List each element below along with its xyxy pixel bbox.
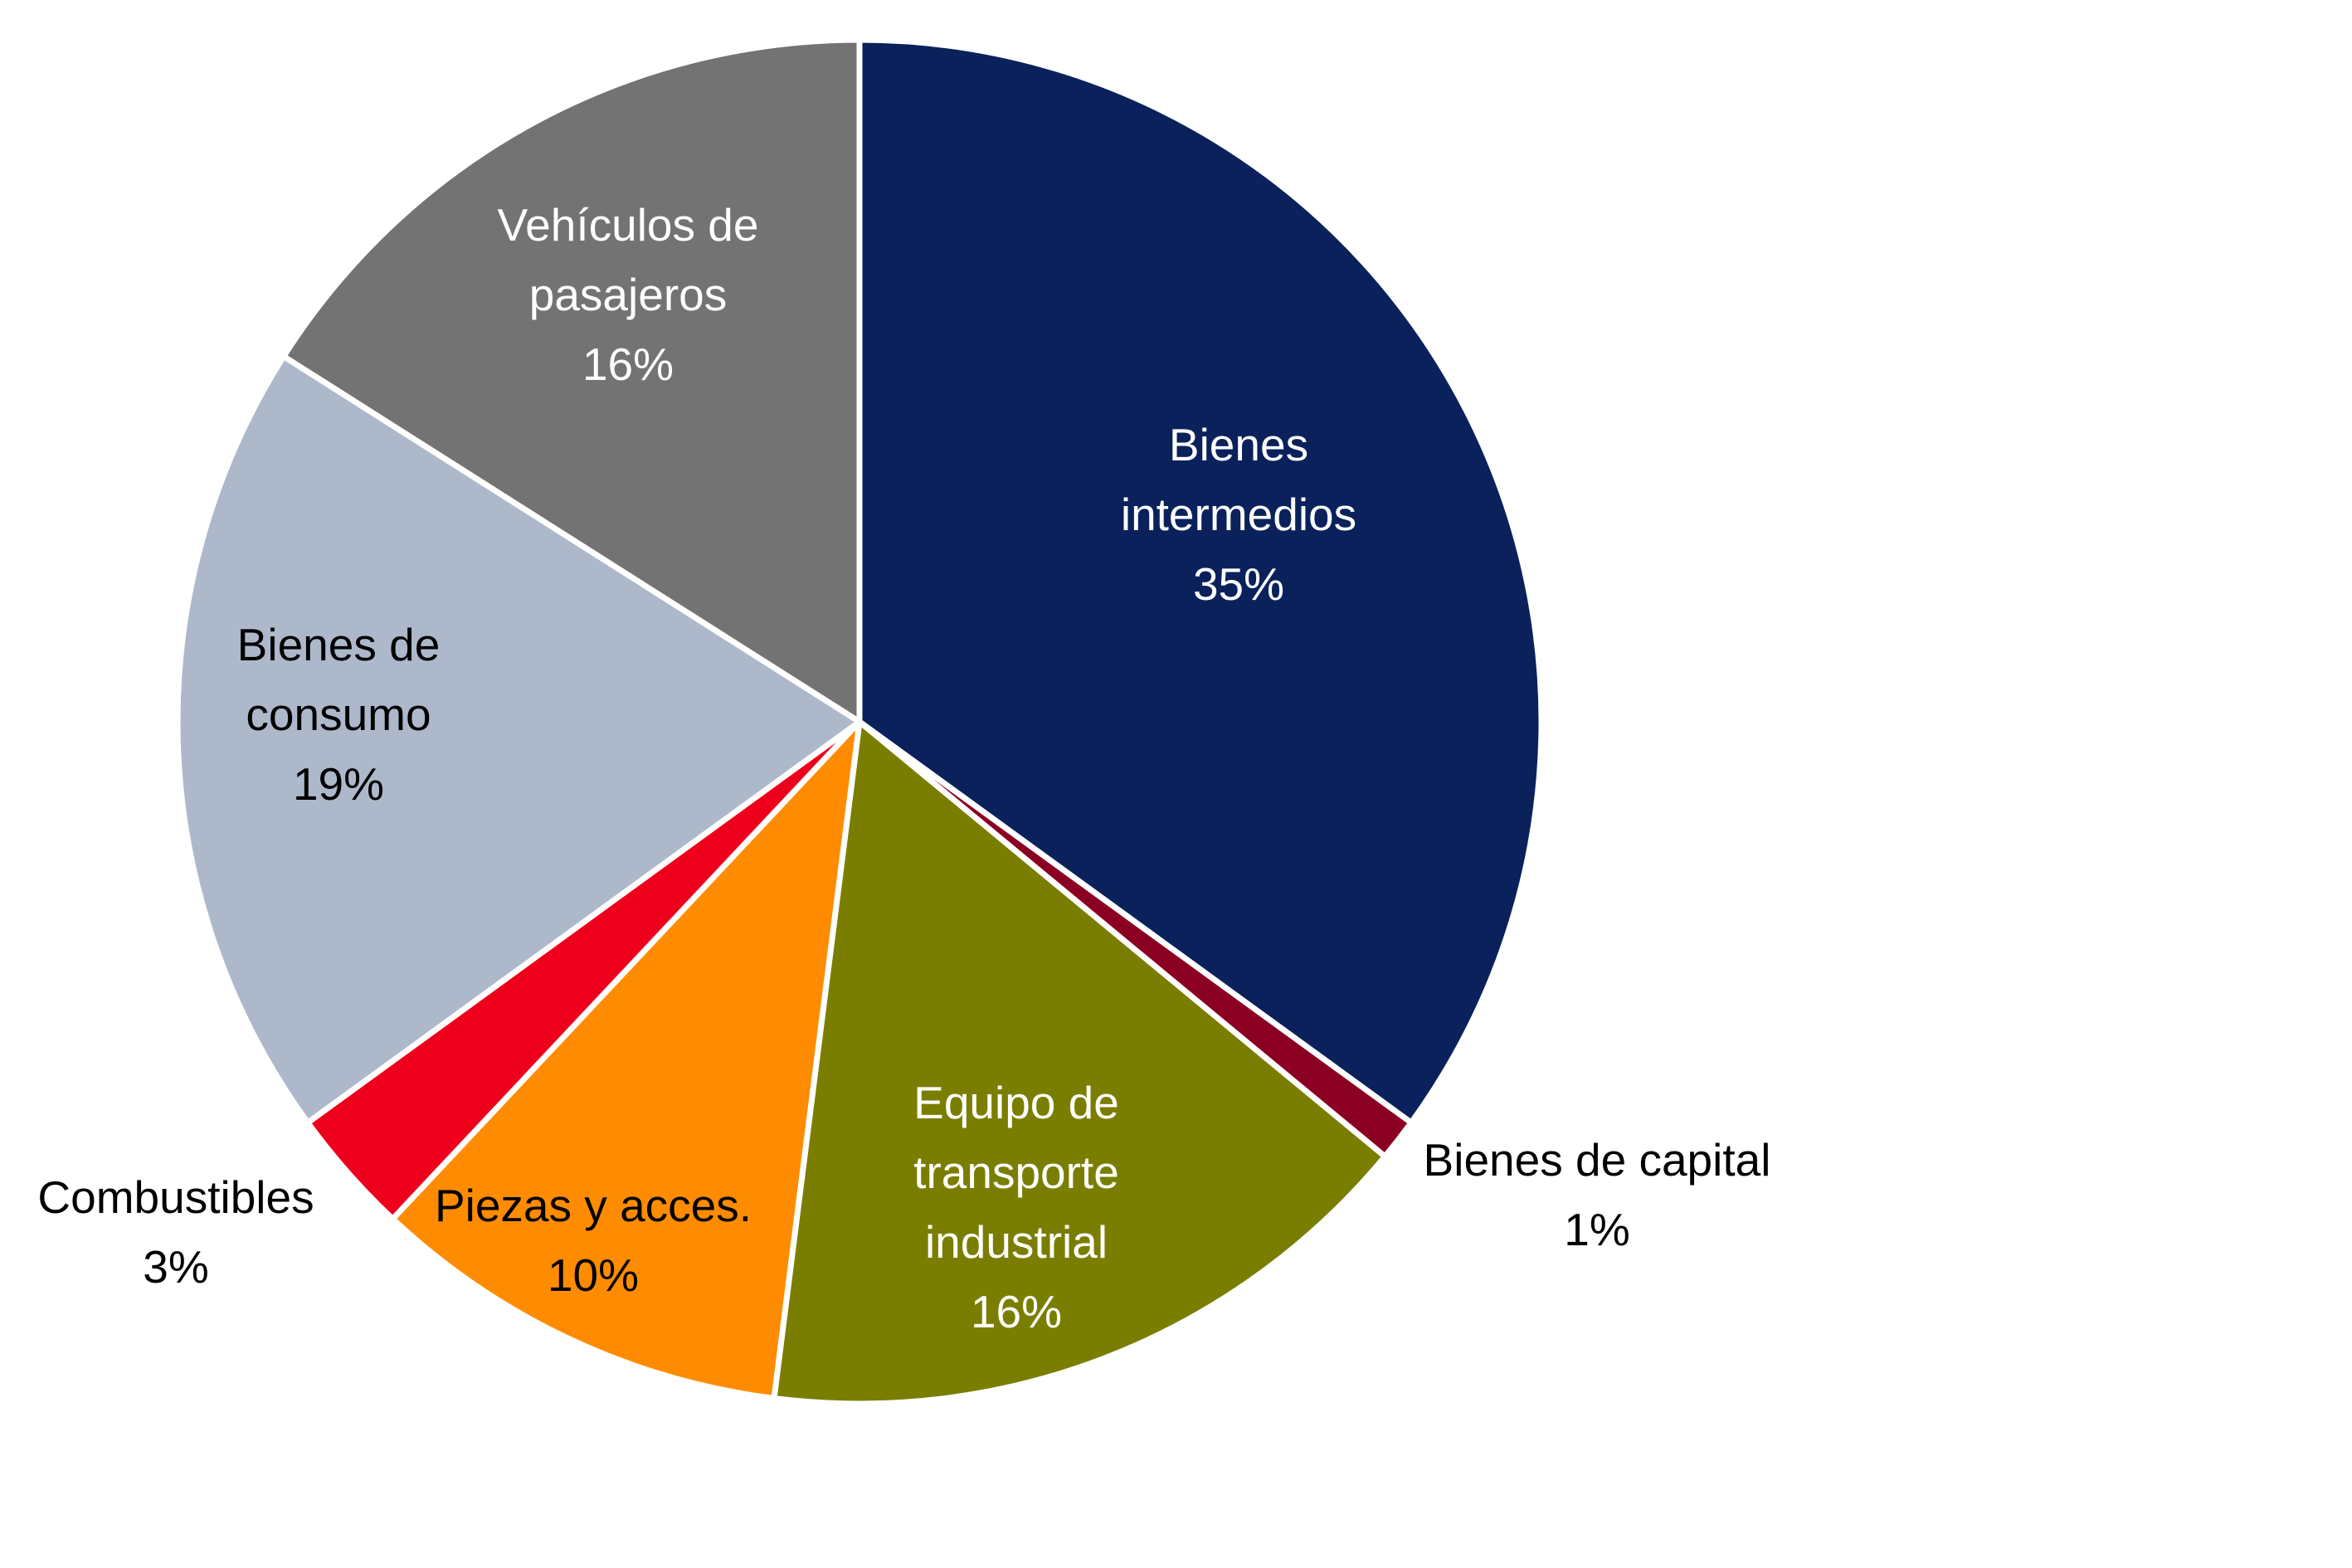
data-label-bienes-intermedios: Bienes intermedios 35% [1121, 419, 1356, 610]
slice-category-label: intermedios [1121, 489, 1356, 540]
slice-category-label: Piezas y acces. [435, 1180, 752, 1231]
data-label-bienes-de-capital: Bienes de capital 1% [1424, 1134, 1771, 1255]
slice-value-label: 35% [1193, 558, 1284, 610]
slice-category-label: Combustibles [37, 1171, 314, 1223]
slice-value-label: 16% [582, 338, 674, 390]
slice-category-label: industrial [925, 1216, 1108, 1268]
pie-slice-vehiculos-de-pasajeros [280, 37, 863, 725]
slice-value-label: 16% [971, 1286, 1062, 1337]
pie-slice-piezas-y-acces [389, 718, 863, 1402]
pie-slice-bienes-intermedios [856, 37, 1545, 1126]
data-label-equipo-de-transporte-industrial: Equipo de transporte industrial 16% [913, 1077, 1119, 1337]
pie-slice-equipo-de-transporte-industrial [771, 718, 1388, 1407]
slice-category-label: Vehículos de [498, 199, 759, 251]
slice-category-label: pasajeros [529, 269, 727, 320]
slice-value-label: 3% [143, 1241, 209, 1293]
slice-value-label: 10% [548, 1249, 639, 1301]
data-label-combustibles: Combustibles 3% [37, 1171, 314, 1293]
pie-slice-bienes-de-consumo [174, 353, 863, 1126]
data-label-piezas-y-acces: Piezas y acces. 10% [435, 1180, 752, 1301]
slice-value-label: 1% [1564, 1204, 1630, 1255]
slice-category-label: transporte [913, 1147, 1119, 1198]
slice-category-label: Bienes de capital [1424, 1134, 1771, 1186]
slice-value-label: 19% [293, 758, 384, 810]
slice-category-label: Bienes de [237, 619, 441, 670]
slice-labels: Bienes intermedios 35% Bienes de capital 1% E… [37, 199, 1770, 1337]
slice-category-label: Bienes [1169, 419, 1308, 470]
data-label-vehiculos-de-pasajeros: Vehículos de pasajeros 16% [498, 199, 759, 390]
slice-category-label: consumo [246, 689, 431, 740]
data-label-bienes-de-consumo: Bienes de consumo 19% [237, 619, 441, 810]
slice-category-label: Equipo de [913, 1077, 1119, 1128]
pie-slices [174, 37, 1545, 1407]
